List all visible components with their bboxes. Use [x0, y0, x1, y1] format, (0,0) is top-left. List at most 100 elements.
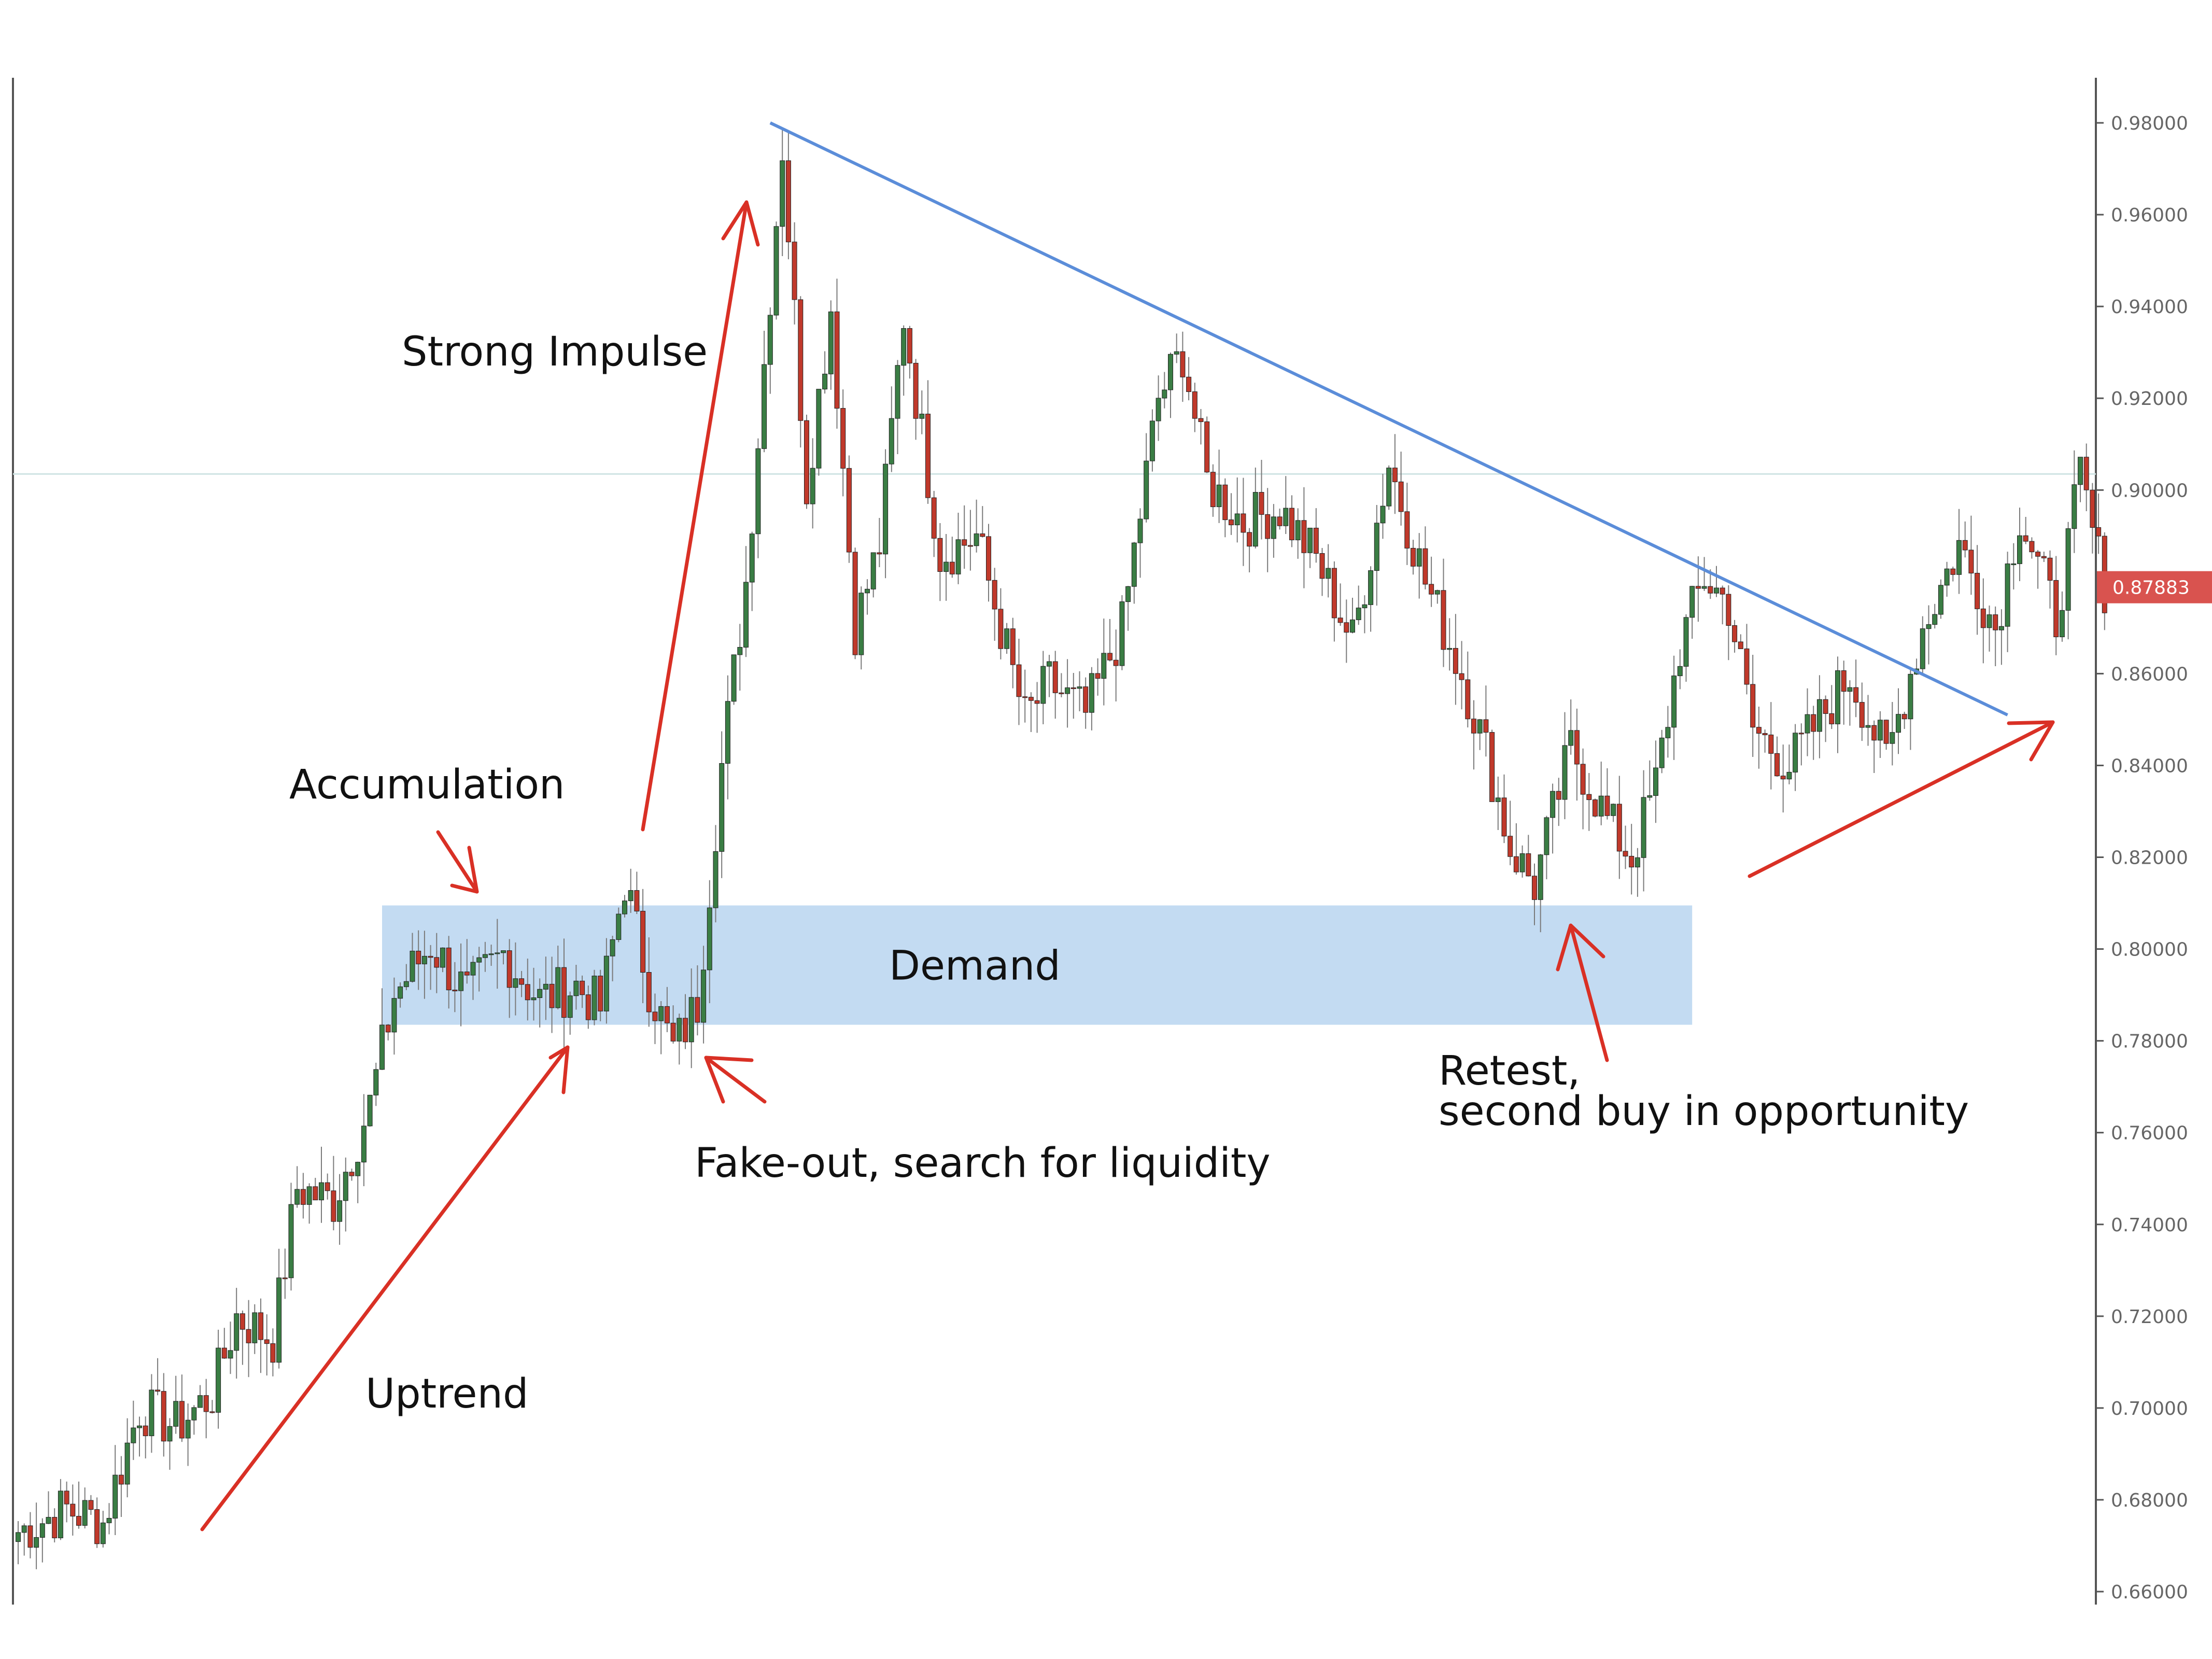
bearish-candle-body	[1059, 692, 1064, 694]
candle	[955, 513, 961, 584]
bearish-candle-body	[452, 990, 458, 992]
candle	[446, 936, 452, 1009]
annotation-accumulation: Accumulation	[289, 762, 565, 808]
annotation-second-buy: second buy in opportunity	[1439, 1088, 1969, 1135]
candle	[1786, 744, 1792, 784]
bullish-candle-body	[391, 998, 397, 1033]
bearish-candle-body	[2035, 552, 2041, 557]
candle	[179, 1374, 185, 1442]
bullish-candle-body	[1683, 617, 1689, 667]
candle	[21, 1523, 27, 1556]
bearish-candle-body	[428, 955, 433, 958]
candle	[804, 414, 809, 509]
candle	[1950, 566, 1956, 582]
bullish-candle-body	[1550, 791, 1556, 818]
bearish-candle-body	[1513, 856, 1519, 873]
candle	[2053, 556, 2059, 655]
bullish-candle-body	[573, 980, 579, 996]
candle	[1689, 585, 1695, 639]
bullish-candle-body	[167, 1426, 173, 1442]
bearish-candle-body	[1319, 553, 1325, 579]
candle	[300, 1173, 306, 1219]
candle	[1968, 515, 1974, 595]
bullish-candle-body	[1131, 542, 1137, 587]
candle	[470, 955, 476, 1000]
y-tick-label: 0.98000	[2111, 113, 2188, 134]
candle	[1574, 708, 1580, 801]
bearish-candle-body	[986, 536, 991, 581]
candle	[64, 1481, 69, 1523]
candle	[640, 889, 646, 1004]
y-tick-label: 0.96000	[2111, 205, 2188, 226]
candle	[1780, 744, 1786, 813]
bearish-candle-body	[907, 328, 912, 363]
bearish-candle-body	[1095, 673, 1101, 679]
candle	[325, 1173, 330, 1200]
candle	[1022, 669, 1028, 723]
candle	[137, 1416, 142, 1457]
candle	[1993, 606, 1998, 667]
candle	[737, 624, 743, 691]
candle	[452, 962, 458, 1013]
candle	[907, 326, 912, 379]
candle	[185, 1403, 191, 1466]
bullish-candle-body	[1647, 795, 1653, 798]
candle	[1908, 667, 1913, 750]
candle	[531, 967, 537, 1021]
bearish-candle-body	[1695, 586, 1701, 589]
bearish-candle-body	[1022, 696, 1028, 698]
bullish-candle-body	[1956, 540, 1962, 575]
bearish-candle-body	[1441, 590, 1446, 650]
candle	[1890, 701, 1895, 766]
bullish-candle-body	[1665, 727, 1671, 738]
candle	[816, 389, 822, 476]
candle	[1204, 416, 1210, 473]
bearish-candle-body	[1034, 700, 1040, 704]
candle	[1483, 685, 1489, 757]
candle	[2035, 550, 2041, 589]
bullish-candle-body	[1835, 670, 1840, 724]
candle	[1241, 477, 1246, 566]
candle	[949, 537, 955, 578]
bullish-candle-body	[567, 995, 573, 1018]
bearish-candle-body	[325, 1182, 330, 1191]
bearish-candle-body	[585, 994, 591, 1020]
bullish-candle-body	[591, 975, 597, 1020]
bullish-candle-body	[252, 1312, 258, 1343]
candle	[106, 1503, 112, 1535]
bullish-candle-body	[767, 315, 773, 365]
bullish-candle-body	[1816, 699, 1822, 732]
current-price-label: 0.87883	[2112, 578, 2190, 599]
candle	[252, 1304, 258, 1354]
candle	[373, 1062, 379, 1106]
candle	[143, 1416, 148, 1459]
bearish-candle-body	[118, 1474, 124, 1485]
bearish-candle-body	[1750, 684, 1756, 728]
bullish-candle-body	[228, 1350, 233, 1359]
candle	[421, 931, 427, 999]
candle	[1252, 467, 1258, 549]
candle	[1835, 656, 1840, 753]
annotation-strong-impulse: Strong Impulse	[402, 329, 708, 375]
bullish-candle-body	[816, 389, 822, 469]
bullish-candle-body	[501, 950, 506, 953]
candle	[1750, 654, 1756, 757]
bearish-candle-body	[1532, 876, 1537, 900]
y-tick-label: 0.86000	[2111, 664, 2188, 685]
bullish-candle-body	[476, 957, 482, 963]
bullish-candle-body	[1538, 854, 1543, 900]
candle	[264, 1314, 270, 1376]
candle	[1714, 566, 1719, 597]
candle	[1793, 724, 1798, 791]
candle	[16, 1521, 21, 1565]
candle	[294, 1166, 300, 1208]
bearish-candle-body	[549, 983, 555, 1008]
retest-arrow	[1556, 923, 1609, 1062]
candle	[1732, 620, 1738, 653]
bullish-candle-body	[1877, 720, 1883, 741]
bullish-candle-body	[1920, 628, 1925, 669]
candle	[1429, 556, 1434, 607]
bullish-candle-body	[1374, 523, 1379, 571]
candle	[216, 1329, 221, 1429]
bullish-candle-body	[1671, 676, 1677, 728]
